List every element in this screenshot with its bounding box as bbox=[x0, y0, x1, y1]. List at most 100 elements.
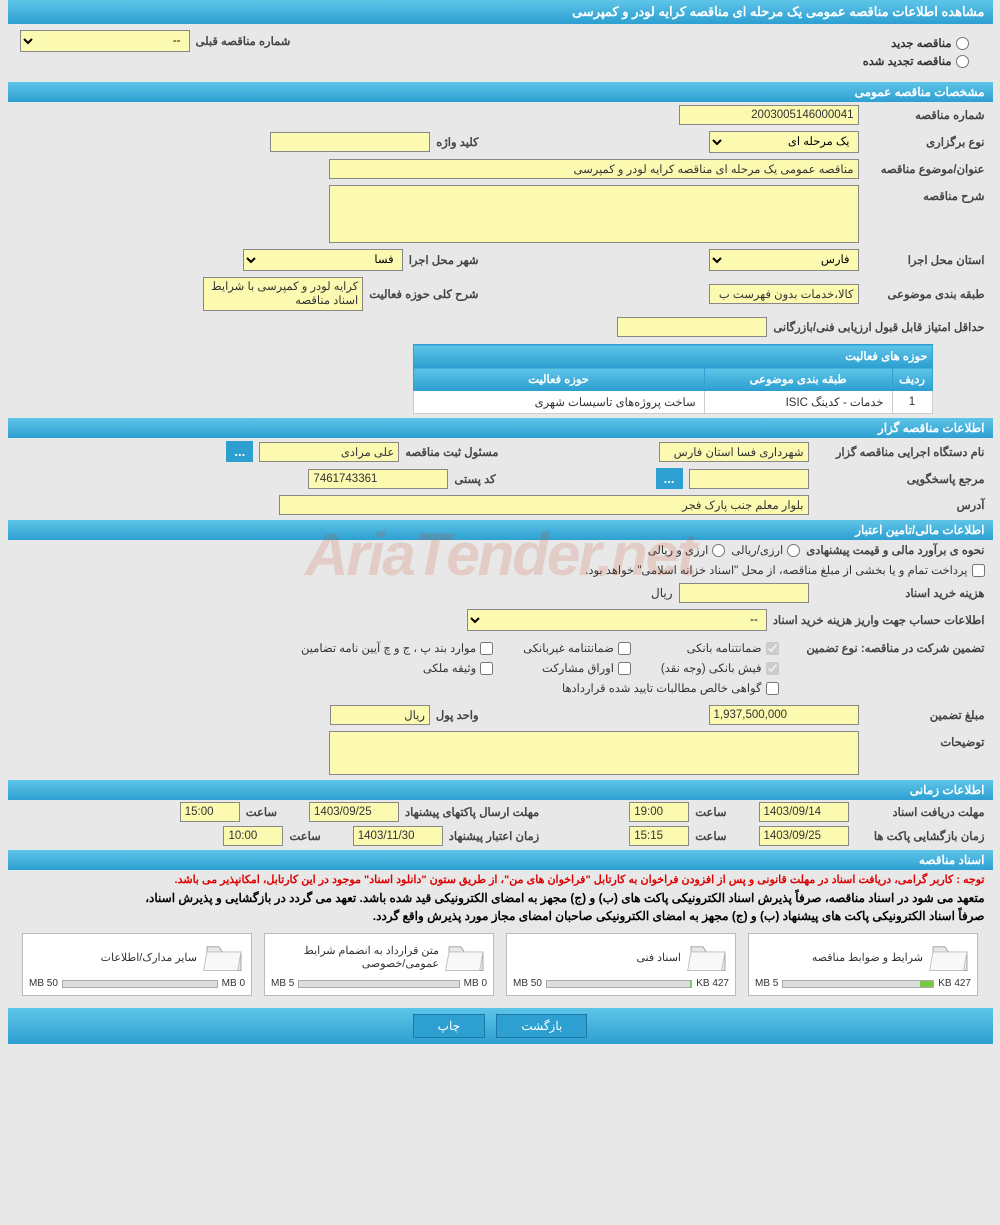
open-time: 15:15 bbox=[629, 826, 689, 846]
valid-label: زمان اعتبار پیشنهاد bbox=[449, 829, 539, 843]
chk-nonbank-guarantee[interactable]: ضمانتنامه غیربانکی bbox=[523, 641, 631, 655]
class-field: کالا،خدمات بدون فهرست ب bbox=[709, 284, 859, 304]
org-field: شهرداری فسا استان فارس bbox=[659, 442, 809, 462]
tender-no-label: شماره مناقصه bbox=[865, 108, 985, 122]
activity-table: حوزه های فعالیت ردیف طبقه بندی موضوعی حو… bbox=[413, 344, 933, 414]
address-field: بلوار معلم جنب پارک فجر bbox=[279, 495, 809, 515]
action-bar: بازگشت چاپ bbox=[8, 1008, 993, 1044]
section-docs: اسناد مناقصه bbox=[8, 850, 993, 870]
pkg-deadline-date: 1403/09/25 bbox=[309, 802, 399, 822]
responder-field[interactable] bbox=[689, 469, 809, 489]
doc-deadline-label: مهلت دریافت اسناد bbox=[855, 805, 985, 819]
desc-label: شرح مناقصه bbox=[865, 185, 985, 203]
file-card[interactable]: اسناد فنی427 KB50 MB bbox=[506, 933, 736, 996]
min-score-field[interactable] bbox=[617, 317, 767, 337]
doc-deadline-time: 19:00 bbox=[629, 802, 689, 822]
back-button[interactable]: بازگشت bbox=[496, 1014, 587, 1038]
section-financial: اطلاعات مالی/تامین اعتبار bbox=[8, 520, 993, 540]
pkg-deadline-time: 15:00 bbox=[180, 802, 240, 822]
account-select[interactable]: -- bbox=[467, 609, 767, 631]
open-date: 1403/09/25 bbox=[759, 826, 849, 846]
file-title: متن قرارداد به انضمام شرایط عمومی/خصوصی bbox=[271, 944, 439, 970]
file-card[interactable]: متن قرارداد به انضمام شرایط عمومی/خصوصی0… bbox=[264, 933, 494, 996]
file-title: شرایط و ضوابط مناقصه bbox=[755, 951, 923, 964]
class-label: طبقه بندی موضوعی bbox=[865, 287, 985, 301]
min-score-label: حداقل امتیاز قابل قبول ارزیابی فنی/بازرگ… bbox=[773, 320, 984, 334]
tender-no-field: 2003005146000041 bbox=[679, 105, 859, 125]
col-class: طبقه بندی موضوعی bbox=[704, 368, 892, 391]
activity-desc-label: شرح کلی حوزه فعالیت bbox=[369, 287, 478, 301]
notes-label: توضیحات bbox=[865, 731, 985, 749]
chk-net-claims[interactable]: گواهی خالص مطالبات تایید شده قراردادها bbox=[301, 681, 778, 695]
rial-unit: ریال bbox=[651, 586, 673, 600]
address-label: آدرس bbox=[815, 498, 985, 512]
radio-renewed-label: مناقصه تجدید شده bbox=[863, 54, 952, 68]
file-bar-track bbox=[62, 980, 218, 988]
unit-field: ریال bbox=[330, 705, 430, 725]
file-card[interactable]: سایر مدارک/اطلاعات0 MB50 MB bbox=[22, 933, 252, 996]
pkg-deadline-label: مهلت ارسال پاکتهای پیشنهاد bbox=[405, 805, 539, 819]
account-label: اطلاعات حساب جهت واریز هزینه خرید اسناد bbox=[773, 613, 985, 627]
radio-currency-2[interactable]: ارزی و ریالی bbox=[648, 543, 726, 557]
section-timing: اطلاعات زمانی bbox=[8, 780, 993, 800]
folder-icon bbox=[687, 940, 729, 974]
col-area: حوزه فعالیت bbox=[413, 368, 704, 391]
chk-bylaw-cases[interactable]: موارد بند پ ، ج و چ آیین نامه تضامین bbox=[301, 641, 493, 655]
file-title: اسناد فنی bbox=[513, 951, 681, 964]
doc-deadline-date: 1403/09/14 bbox=[759, 802, 849, 822]
file-bar-track bbox=[546, 980, 692, 988]
radio-renewed-tender[interactable]: مناقصه تجدید شده bbox=[863, 54, 969, 68]
amount-field: 1,937,500,000 bbox=[709, 705, 859, 725]
table-row: 1 خدمات - کدینگ ISIC ساخت پروژه‌های تاسی… bbox=[413, 391, 932, 414]
radio-new-tender[interactable]: مناقصه جدید bbox=[863, 36, 969, 50]
notice-2: متعهد می شود در اسناد مناقصه، صرفاً پذیر… bbox=[8, 889, 993, 907]
file-total: 5 MB bbox=[755, 978, 778, 989]
file-grid: شرایط و ضوابط مناقصه 427 KB 5 MB اسناد فنی 4… bbox=[8, 925, 993, 1004]
city-select[interactable]: فسا bbox=[243, 249, 403, 271]
hold-type-select[interactable]: یک مرحله ای bbox=[709, 131, 859, 153]
section-general: مشخصات مناقصه عمومی bbox=[8, 82, 993, 102]
responder-lookup-button[interactable]: ... bbox=[656, 468, 683, 489]
valid-date: 1403/11/30 bbox=[353, 826, 443, 846]
valid-time: 10:00 bbox=[223, 826, 283, 846]
file-card[interactable]: شرایط و ضوابط مناقصه 427 KB 5 MB bbox=[748, 933, 978, 996]
chk-bank-guarantee[interactable]: ضمانتنامه بانکی bbox=[661, 641, 779, 655]
file-title: سایر مدارک/اطلاعات bbox=[29, 951, 197, 964]
notes-textarea[interactable] bbox=[329, 731, 859, 775]
keyword-field[interactable] bbox=[270, 132, 430, 152]
file-bar-track bbox=[782, 980, 934, 988]
province-label: استان محل اجرا bbox=[865, 253, 985, 267]
print-button[interactable]: چاپ bbox=[413, 1014, 485, 1038]
folder-icon bbox=[203, 940, 245, 974]
subject-label: عنوان/موضوع مناقصه bbox=[865, 162, 985, 176]
file-used: 427 KB bbox=[696, 978, 729, 989]
chk-property-bond[interactable]: وثیقه ملکی bbox=[301, 661, 493, 675]
file-used: 0 MB bbox=[222, 978, 245, 989]
guarantee-type-label: تضمین شرکت در مناقصه: نوع تضمین bbox=[785, 637, 985, 655]
folder-icon bbox=[445, 940, 487, 974]
unit-label: واحد پول bbox=[436, 708, 479, 722]
estimate-label: نحوه ی برآورد مالی و قیمت پیشنهادی bbox=[806, 543, 984, 557]
prev-tender-select[interactable]: -- bbox=[20, 30, 190, 52]
keyword-label: کلید واژه bbox=[436, 135, 478, 149]
doc-cost-field[interactable] bbox=[679, 583, 809, 603]
org-label: نام دستگاه اجرایی مناقصه گزار bbox=[815, 445, 985, 459]
notice-3: صرفاً اسناد الکترونیکی پاکت های پیشنهاد … bbox=[8, 907, 993, 925]
treasury-checkbox[interactable]: پرداخت تمام و یا بخشی از مبلغ مناقصه، از… bbox=[585, 563, 984, 577]
registrar-lookup-button[interactable]: ... bbox=[226, 441, 253, 462]
file-used: 427 KB bbox=[938, 978, 971, 989]
time-label-1: ساعت bbox=[695, 805, 726, 819]
postal-field: 7461743361 bbox=[308, 469, 448, 489]
prev-tender-label: شماره مناقصه قبلی bbox=[196, 34, 291, 48]
radio-new-label: مناقصه جدید bbox=[891, 36, 951, 50]
chk-bank-receipt[interactable]: فیش بانکی (وجه نقد) bbox=[661, 661, 779, 675]
desc-textarea[interactable] bbox=[329, 185, 859, 243]
hold-type-label: نوع برگزاری bbox=[865, 135, 985, 149]
radio-currency-1[interactable]: ارزی/ریالی bbox=[731, 543, 800, 557]
chk-bonds[interactable]: اوراق مشارکت bbox=[523, 661, 631, 675]
notice-red: توجه : کاربر گرامی، دریافت اسناد در مهلت… bbox=[8, 870, 993, 889]
subject-field[interactable]: مناقصه عمومی یک مرحله ای مناقصه کرایه لو… bbox=[329, 159, 859, 179]
province-select[interactable]: فارس bbox=[709, 249, 859, 271]
page-title: مشاهده اطلاعات مناقصه عمومی یک مرحله ای … bbox=[8, 0, 993, 24]
doc-cost-label: هزینه خرید اسناد bbox=[815, 586, 985, 600]
